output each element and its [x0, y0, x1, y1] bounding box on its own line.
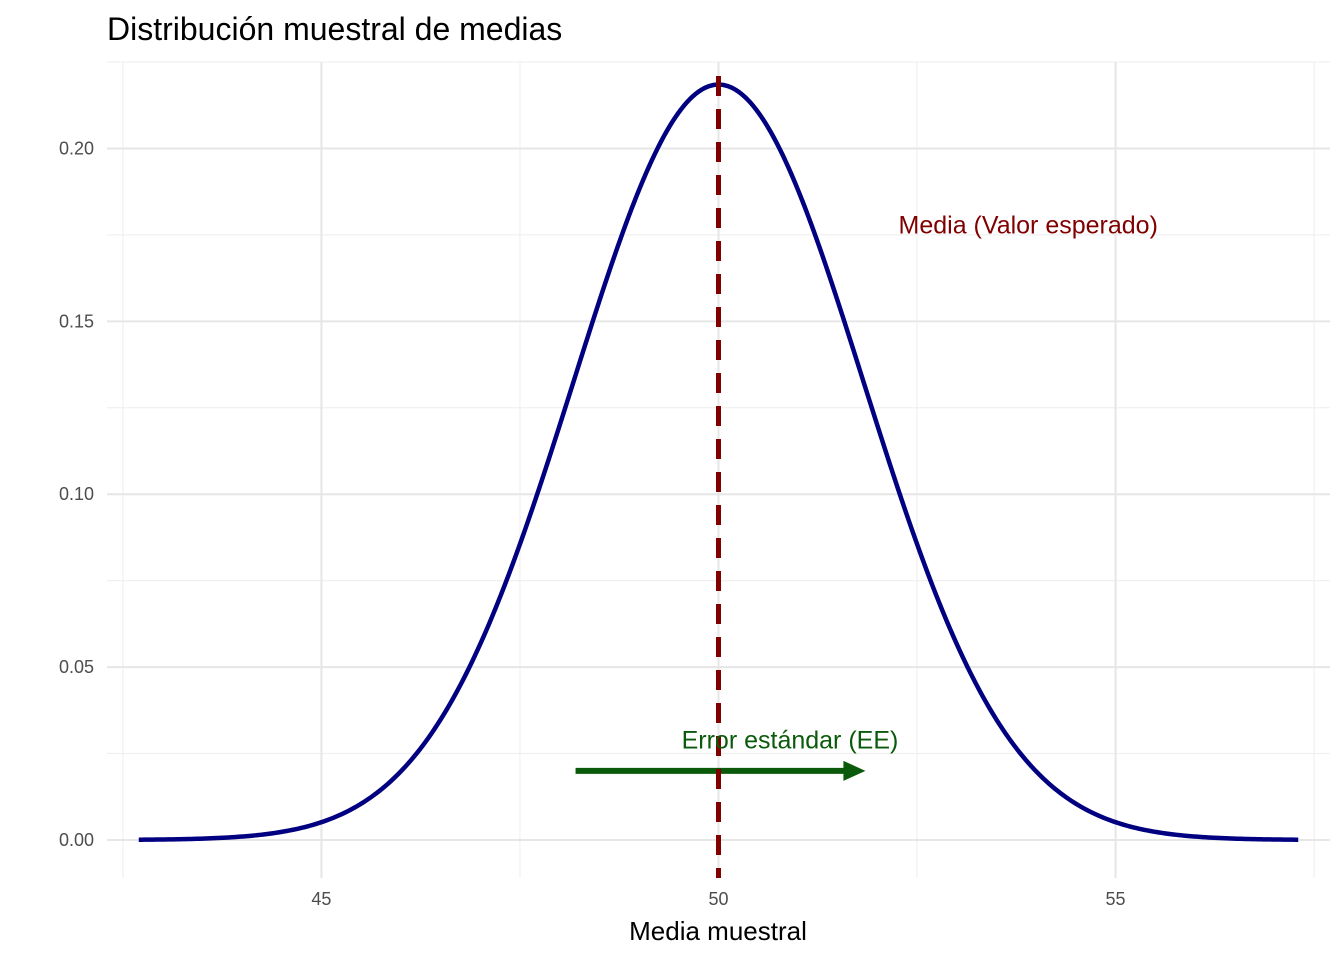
y-tick-label: 0.05 — [59, 657, 94, 677]
x-tick-labels: 45 50 55 — [311, 889, 1125, 909]
plot-layer — [138, 76, 1299, 878]
y-tick-label: 0.15 — [59, 311, 94, 331]
arrow-head — [843, 760, 866, 781]
y-tick-label: 0.00 — [59, 830, 94, 850]
x-tick-label: 50 — [708, 889, 728, 909]
x-axis-title: Media muestral — [629, 916, 807, 946]
standard-error-annotation: Error estándar (EE) — [682, 727, 899, 755]
x-tick-label: 45 — [311, 889, 331, 909]
x-tick-label: 55 — [1106, 889, 1126, 909]
y-tick-labels: 0.00 0.05 0.10 0.15 0.20 — [59, 138, 94, 850]
y-tick-label: 0.20 — [59, 138, 94, 158]
y-tick-label: 0.10 — [59, 484, 94, 504]
mean-annotation: Media (Valor esperado) — [899, 212, 1158, 240]
chart-title: Distribución muestral de medias — [107, 11, 562, 47]
annotation-layer: Media (Valor esperado) Error estándar (EE… — [682, 212, 1158, 755]
